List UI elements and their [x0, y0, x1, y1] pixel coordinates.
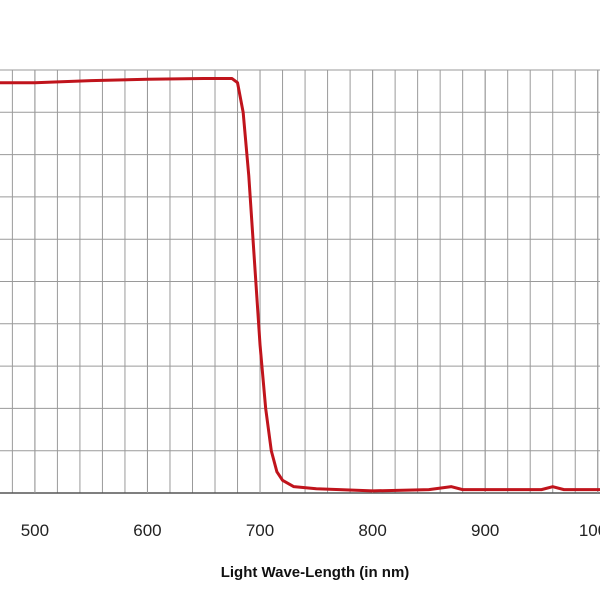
x-tick-label: 900 — [471, 521, 499, 540]
x-tick-label: 800 — [358, 521, 386, 540]
grid — [0, 69, 600, 494]
x-tick-label: 600 — [133, 521, 161, 540]
plot-area — [0, 76, 600, 493]
data-line — [0, 76, 600, 493]
x-tick-label: 1000 — [579, 521, 600, 540]
x-axis-title: Light Wave-Length (in nm) — [221, 564, 410, 581]
x-tick-label: 700 — [246, 521, 274, 540]
x-tick-label: 500 — [21, 521, 49, 540]
